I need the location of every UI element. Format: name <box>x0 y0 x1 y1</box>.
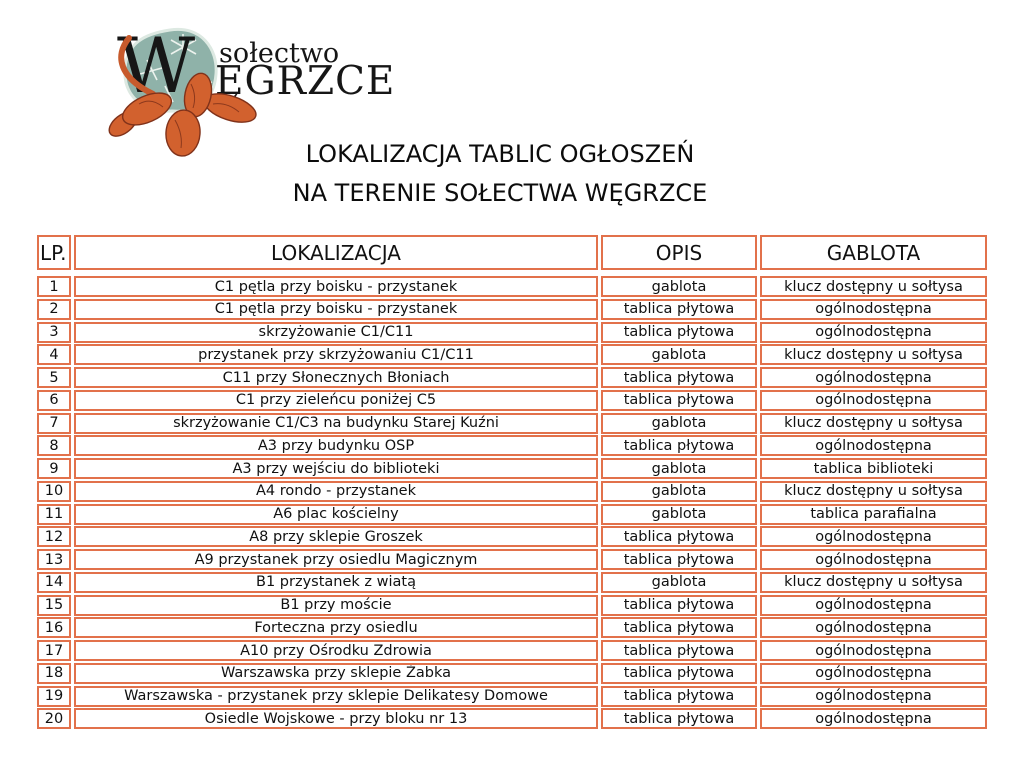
logo-flower-icon <box>108 35 257 157</box>
cell-gablota: ogólnodostępna <box>760 389 987 411</box>
cell-lokalizacja: A8 przy sklepie Groszek <box>74 526 598 548</box>
column-header-gablota: GABLOTA <box>760 235 987 270</box>
logo-word-wegrzce-rest: ĘGRZCE <box>215 59 396 104</box>
cell-opis: gablota <box>601 344 757 366</box>
cell-gablota: ogólnodostępna <box>760 708 987 730</box>
cell-lokalizacja: C1 pętla przy boisku - przystanek <box>74 276 598 297</box>
cell-lokalizacja: A6 plac kościelny <box>74 503 598 525</box>
cell-opis: tablica płytowa <box>601 594 757 616</box>
cell-lokalizacja: Warszawska przy sklepie Żabka <box>74 662 598 684</box>
notice-board-table: LP. LOKALIZACJA OPIS GABLOTA 1 C1 pętla … <box>37 235 987 730</box>
column-header-lp: LP. <box>37 235 71 270</box>
cell-gablota: ogólnodostępna <box>760 617 987 639</box>
cell-lokalizacja: A3 przy budynku OSP <box>74 435 598 457</box>
cell-lokalizacja: A3 przy wejściu do biblioteki <box>74 458 598 479</box>
cell-opis: tablica płytowa <box>601 321 757 343</box>
cell-lp: 4 <box>37 344 71 366</box>
page-title-line-2: NA TERENIE SOŁECTWA WĘGRZCE <box>292 179 708 208</box>
cell-lokalizacja: A10 przy Ośrodku Zdrowia <box>74 640 598 661</box>
cell-gablota: ogólnodostępna <box>760 298 987 320</box>
cell-gablota: tablica biblioteki <box>760 458 987 479</box>
cell-opis: gablota <box>601 571 757 593</box>
cell-lp: 1 <box>37 276 71 297</box>
cell-gablota: ogólnodostępna <box>760 526 987 548</box>
cell-gablota: ogólnodostępna <box>760 435 987 457</box>
cell-gablota: ogólnodostępna <box>760 321 987 343</box>
cell-lp: 16 <box>37 617 71 639</box>
cell-gablota: klucz dostępny u sołtysa <box>760 480 987 502</box>
cell-gablota: klucz dostępny u sołtysa <box>760 571 987 593</box>
cell-lp: 5 <box>37 367 71 388</box>
table-header-row: LP. LOKALIZACJA OPIS GABLOTA <box>37 235 987 270</box>
cell-gablota: ogólnodostępna <box>760 549 987 570</box>
flower-tendril <box>118 35 156 97</box>
cell-lokalizacja: skrzyżowanie C1/C3 na budynku Starej Kuź… <box>74 412 598 434</box>
cell-opis: tablica płytowa <box>601 685 757 707</box>
cell-lp: 10 <box>37 480 71 502</box>
cell-opis: gablota <box>601 276 757 297</box>
cell-lp: 11 <box>37 503 71 525</box>
cell-opis: tablica płytowa <box>601 549 757 570</box>
cell-lokalizacja: Forteczna przy osiedlu <box>74 617 598 639</box>
cell-opis: gablota <box>601 412 757 434</box>
cell-lp: 18 <box>37 662 71 684</box>
cell-lp: 9 <box>37 458 71 479</box>
cell-opis: gablota <box>601 503 757 525</box>
cell-gablota: ogólnodostępna <box>760 662 987 684</box>
table-body: 1 C1 pętla przy boisku - przystanek gabl… <box>37 276 987 730</box>
cell-opis: tablica płytowa <box>601 617 757 639</box>
cell-lokalizacja: B1 przy moście <box>74 594 598 616</box>
page-title: LOKALIZACJA TABLIC OGŁOSZEŃ NA TERENIE S… <box>0 141 1000 220</box>
cell-lokalizacja: przystanek przy skrzyżowaniu C1/C11 <box>74 344 598 366</box>
cell-lp: 17 <box>37 640 71 661</box>
cell-lp: 8 <box>37 435 71 457</box>
cell-lp: 7 <box>37 412 71 434</box>
cell-gablota: ogólnodostępna <box>760 640 987 661</box>
cell-opis: tablica płytowa <box>601 526 757 548</box>
cell-lokalizacja: C1 przy zieleńcu poniżej C5 <box>74 389 598 411</box>
cell-opis: tablica płytowa <box>601 662 757 684</box>
cell-lokalizacja: C1 pętla przy boisku - przystanek <box>74 298 598 320</box>
cell-gablota: klucz dostępny u sołtysa <box>760 276 987 297</box>
cell-opis: tablica płytowa <box>601 367 757 388</box>
cell-gablota: klucz dostępny u sołtysa <box>760 412 987 434</box>
cell-lp: 13 <box>37 549 71 570</box>
column-header-opis: OPIS <box>601 235 757 270</box>
cell-lp: 3 <box>37 321 71 343</box>
cell-opis: tablica płytowa <box>601 389 757 411</box>
cell-opis: tablica płytowa <box>601 708 757 730</box>
cell-lokalizacja: skrzyżowanie C1/C11 <box>74 321 598 343</box>
cell-lp: 2 <box>37 298 71 320</box>
cell-opis: gablota <box>601 458 757 479</box>
cell-lokalizacja: C11 przy Słonecznych Błoniach <box>74 367 598 388</box>
cell-lokalizacja: A4 rondo - przystanek <box>74 480 598 502</box>
cell-lp: 6 <box>37 389 71 411</box>
cell-opis: tablica płytowa <box>601 435 757 457</box>
logo-word-solectwo: sołectwo <box>219 38 340 69</box>
village-logo: W sołectwo ĘGRZCE <box>95 16 395 176</box>
column-header-lokalizacja: LOKALIZACJA <box>74 235 598 270</box>
cell-gablota: ogólnodostępna <box>760 594 987 616</box>
cell-lp: 14 <box>37 571 71 593</box>
cell-lp: 15 <box>37 594 71 616</box>
cell-lokalizacja: Warszawska - przystanek przy sklepie Del… <box>74 685 598 707</box>
page-title-line-1: LOKALIZACJA TABLIC OGŁOSZEŃ <box>305 140 695 168</box>
cell-lp: 12 <box>37 526 71 548</box>
cell-opis: tablica płytowa <box>601 640 757 661</box>
cell-lp: 20 <box>37 708 71 730</box>
cell-opis: gablota <box>601 480 757 502</box>
cell-gablota: klucz dostępny u sołtysa <box>760 344 987 366</box>
cell-gablota: tablica parafialna <box>760 503 987 525</box>
cell-gablota: ogólnodostępna <box>760 685 987 707</box>
cell-lokalizacja: Osiedle Wojskowe - przy bloku nr 13 <box>74 708 598 730</box>
cell-opis: tablica płytowa <box>601 298 757 320</box>
cell-lokalizacja: A9 przystanek przy osiedlu Magicznym <box>74 549 598 570</box>
cell-gablota: ogólnodostępna <box>760 367 987 388</box>
cell-lp: 19 <box>37 685 71 707</box>
cell-lokalizacja: B1 przystanek z wiatą <box>74 571 598 593</box>
